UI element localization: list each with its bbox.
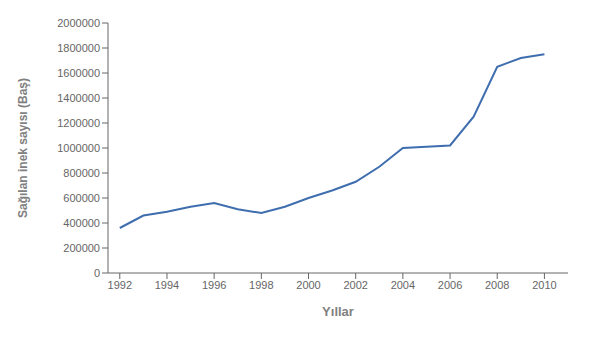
svg-text:1400000: 1400000: [57, 92, 100, 104]
svg-text:2000: 2000: [296, 279, 320, 291]
svg-text:1000000: 1000000: [57, 142, 100, 154]
svg-text:1800000: 1800000: [57, 42, 100, 54]
svg-text:600000: 600000: [63, 192, 100, 204]
svg-text:1998: 1998: [249, 279, 273, 291]
svg-text:Sağılan inek sayısı (Baş): Sağılan inek sayısı (Baş): [16, 78, 30, 218]
svg-text:2000000: 2000000: [57, 17, 100, 29]
svg-text:2006: 2006: [438, 279, 462, 291]
svg-text:1994: 1994: [155, 279, 179, 291]
svg-text:1996: 1996: [202, 279, 226, 291]
svg-text:2004: 2004: [391, 279, 415, 291]
svg-text:2008: 2008: [485, 279, 509, 291]
svg-text:1992: 1992: [108, 279, 132, 291]
svg-text:0: 0: [94, 267, 100, 279]
svg-text:Yıllar: Yıllar: [322, 304, 354, 319]
svg-text:2010: 2010: [532, 279, 556, 291]
svg-text:2002: 2002: [343, 279, 367, 291]
svg-text:200000: 200000: [63, 242, 100, 254]
svg-text:800000: 800000: [63, 167, 100, 179]
svg-text:1200000: 1200000: [57, 117, 100, 129]
svg-text:400000: 400000: [63, 217, 100, 229]
svg-text:1600000: 1600000: [57, 67, 100, 79]
